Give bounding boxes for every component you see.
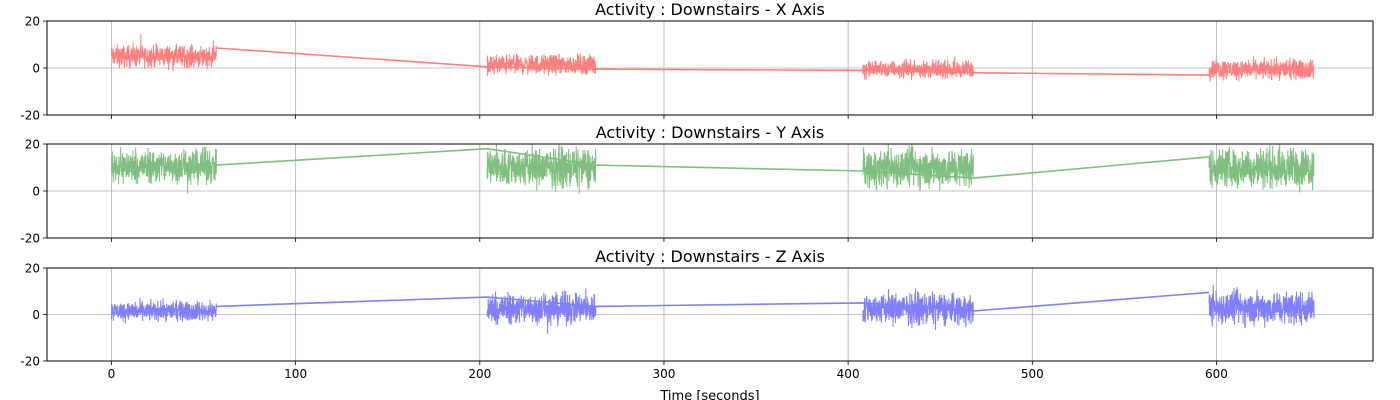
y-tick-label-2: 20 (25, 262, 40, 276)
x-tick-label-2: 200 (468, 367, 491, 381)
signal-segment-2 (862, 144, 974, 192)
signal-segment-1 (486, 53, 597, 77)
y-tick-label-0: -20 (20, 232, 40, 246)
panel-title: Activity : Downstairs - Y Axis (596, 123, 825, 142)
signal-segment-1 (486, 288, 597, 334)
y-tick-label-1: 0 (32, 62, 40, 76)
panel-1: -20 0 20 Activity : Downstairs - Y Axis (20, 123, 1374, 246)
x-tick-label-3: 300 (653, 367, 676, 381)
x-tick-label-6: 600 (1205, 367, 1228, 381)
panel-title: Activity : Downstairs - Z Axis (595, 247, 825, 266)
signal-segment-2 (862, 56, 974, 81)
panel-title: Activity : Downstairs - X Axis (595, 0, 825, 19)
signal-segment-0 (110, 33, 217, 72)
plot-area (110, 144, 1315, 194)
panel-0: -20 0 20 Activity : Downstairs - X Axis (20, 0, 1374, 123)
signal-segment-2 (862, 288, 974, 330)
series-connector (216, 147, 1210, 179)
series-connector (216, 47, 1210, 76)
y-tick-label-0: -20 (20, 355, 40, 369)
x-tick-label-4: 400 (837, 367, 860, 381)
x-tick-label-5: 500 (1021, 367, 1044, 381)
signal-segment-0 (110, 146, 217, 194)
x-tick-label-0: 0 (108, 367, 116, 381)
y-tick-label-0: -20 (20, 109, 40, 123)
signal-segment-3 (1208, 55, 1315, 82)
signal-segment-1 (486, 144, 597, 194)
plot-area (110, 284, 1315, 334)
signal-segment-3 (1208, 144, 1315, 193)
y-tick-label-2: 20 (25, 15, 40, 29)
signal-segment-3 (1208, 284, 1315, 329)
y-tick-label-1: 0 (32, 308, 40, 322)
series-connector (216, 291, 1210, 312)
y-tick-label-2: 20 (25, 138, 40, 152)
signal-segment-0 (110, 297, 217, 324)
x-tick-label-1: 100 (284, 367, 307, 381)
plot-area (110, 33, 1315, 82)
y-tick-label-1: 0 (32, 185, 40, 199)
x-axis-label: Time [seconds] (659, 389, 759, 400)
